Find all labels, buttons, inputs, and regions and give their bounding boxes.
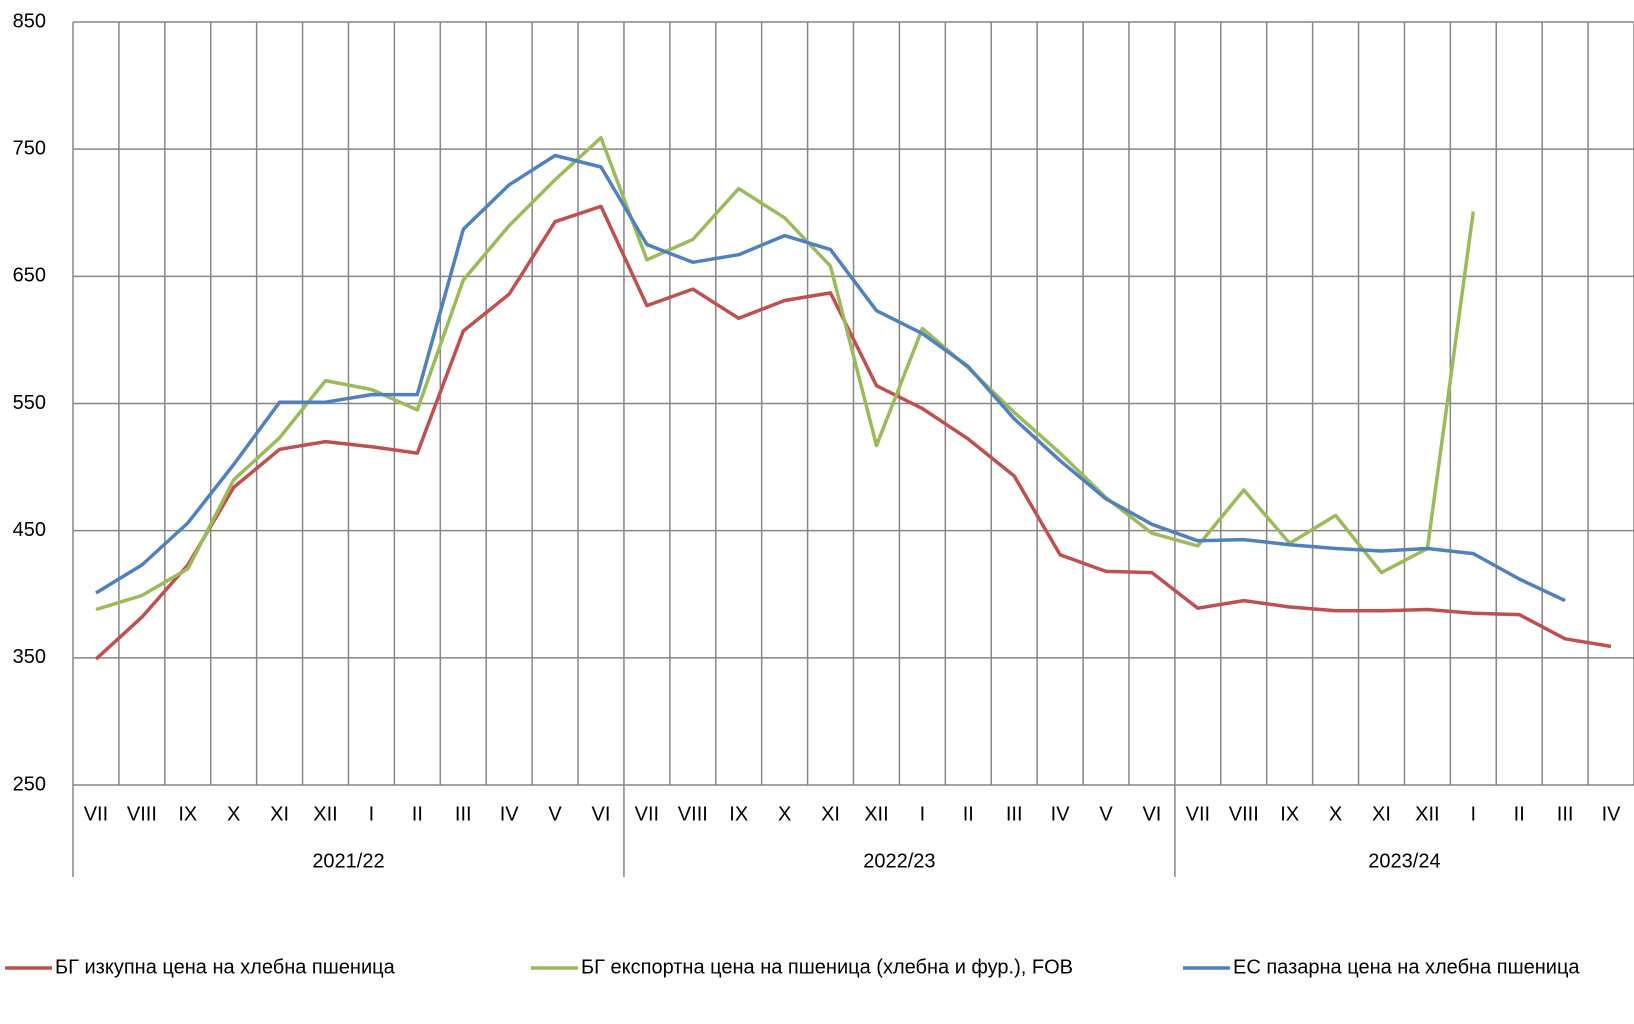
series-line <box>95 135 1476 612</box>
x-tick-label: VIII <box>678 803 708 825</box>
x-tick-label: IV <box>1602 803 1622 825</box>
x-tick-label: III <box>455 803 472 825</box>
x-tick-label: II <box>963 803 974 825</box>
x-tick-label: IX <box>729 803 748 825</box>
x-tick-label: XII <box>864 803 888 825</box>
x-tick-label: X <box>227 803 240 825</box>
x-tick-label: VII <box>635 803 659 825</box>
y-tick-label: 750 <box>13 137 46 159</box>
group-label: 2021/22 <box>312 850 384 872</box>
x-tick-label: I <box>369 803 375 825</box>
x-tick-label: XII <box>313 803 337 825</box>
x-tick-label: VI <box>592 803 611 825</box>
x-tick-label: IV <box>500 803 520 825</box>
x-tick-label: IX <box>1280 803 1299 825</box>
series-line <box>95 153 1566 603</box>
x-tick-label: II <box>1514 803 1525 825</box>
x-tick-label: XI <box>1372 803 1391 825</box>
x-tick-label: V <box>548 803 562 825</box>
x-tick-label: III <box>1006 803 1023 825</box>
x-tick-label: I <box>1471 803 1477 825</box>
x-tick-label: VIII <box>1229 803 1259 825</box>
y-tick-label: 650 <box>13 265 46 287</box>
x-tick-label: XI <box>821 803 840 825</box>
x-tick-label: I <box>920 803 926 825</box>
y-tick-label: 850 <box>13 10 46 32</box>
legend-label: БГ експортна цена на пшеница (хлебна и ф… <box>581 956 1073 978</box>
y-tick-label: 350 <box>13 646 46 668</box>
series-line <box>94 204 1612 661</box>
group-label: 2022/23 <box>863 850 935 872</box>
group-label: 2023/24 <box>1368 850 1440 872</box>
legend-label: БГ изкупна цена на хлебна пшеница <box>55 956 396 978</box>
x-tick-label: IV <box>1051 803 1071 825</box>
x-tick-label: VII <box>1186 803 1210 825</box>
y-tick-label: 250 <box>13 773 46 795</box>
x-tick-label: X <box>1329 803 1342 825</box>
y-tick-label: 550 <box>13 392 46 414</box>
x-tick-label: VII <box>84 803 108 825</box>
x-tick-label: VI <box>1142 803 1161 825</box>
x-tick-label: VIII <box>127 803 157 825</box>
x-tick-label: V <box>1099 803 1113 825</box>
x-tick-label: IX <box>178 803 197 825</box>
x-tick-label: X <box>778 803 791 825</box>
legend-label: ЕС пазарна цена на хлебна пшеница <box>1233 956 1580 978</box>
y-tick-label: 450 <box>13 519 46 541</box>
x-tick-label: XII <box>1415 803 1439 825</box>
x-tick-label: XI <box>270 803 289 825</box>
x-tick-label: III <box>1557 803 1574 825</box>
x-tick-label: II <box>412 803 423 825</box>
